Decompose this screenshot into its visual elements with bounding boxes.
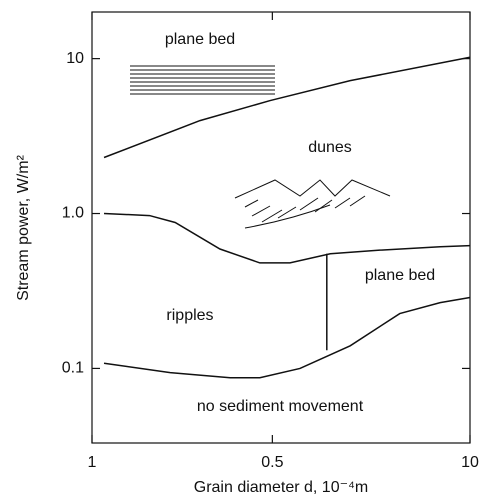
dune-symbol <box>234 179 391 229</box>
boundary-curve <box>103 212 471 264</box>
region-label: plane bed <box>165 31 235 48</box>
x-tick-label: 1 <box>88 454 97 471</box>
y-tick-label: 10 <box>66 50 84 67</box>
y-tick-label: 0.1 <box>62 360 84 377</box>
boundary-curve <box>103 56 471 159</box>
plane-bed-symbol <box>130 65 275 95</box>
x-axis-label: Grain diameter d, 10⁻⁴m <box>194 479 369 496</box>
plot-frame <box>91 11 471 444</box>
region-label: no sediment movement <box>197 398 364 415</box>
region-label: plane bed <box>365 267 435 284</box>
y-tick-label: 1.0 <box>62 205 84 222</box>
y-axis-label: Stream power, W/m² <box>15 154 32 300</box>
boundary-curve <box>103 296 471 379</box>
region-label: ripples <box>166 307 213 324</box>
x-tick-label: 10 <box>461 454 479 471</box>
x-tick-label: 0.5 <box>261 454 283 471</box>
region-label: dunes <box>308 139 352 156</box>
